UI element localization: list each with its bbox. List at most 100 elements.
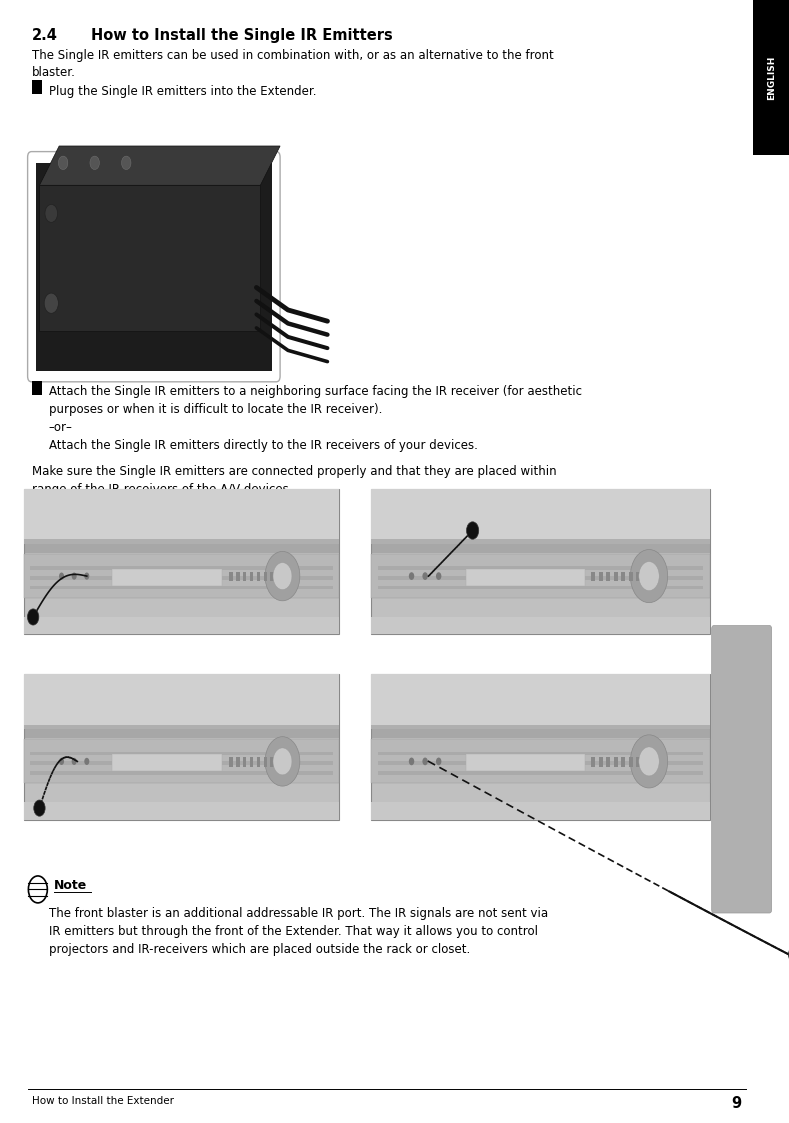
Circle shape (436, 573, 441, 579)
Bar (236, 757, 240, 767)
Circle shape (422, 758, 428, 765)
Circle shape (422, 573, 428, 579)
Text: How to Install the Single IR Emitters: How to Install the Single IR Emitters (91, 28, 392, 43)
Bar (466, 755, 585, 772)
Bar (30, 772, 333, 775)
Bar (644, 572, 648, 582)
Text: IR emitters but through the front of the Extender. That way it allows you to con: IR emitters but through the front of the… (49, 925, 538, 939)
Text: projectors and IR-receivers which are placed outside the rack or closet.: projectors and IR-receivers which are pl… (49, 943, 470, 957)
Bar (753, 0, 789, 155)
Bar (249, 757, 253, 767)
Circle shape (34, 800, 45, 816)
Bar (229, 572, 233, 582)
Circle shape (273, 563, 292, 590)
Bar (278, 572, 281, 582)
Bar (24, 489, 339, 634)
Bar (629, 757, 633, 767)
Circle shape (72, 573, 77, 579)
Bar (24, 539, 339, 553)
FancyBboxPatch shape (28, 152, 280, 382)
Bar (644, 757, 648, 767)
Bar (24, 489, 339, 544)
Circle shape (466, 522, 479, 539)
Circle shape (409, 573, 414, 579)
Text: blaster.: blaster. (32, 66, 76, 80)
Bar (599, 757, 603, 767)
Bar (371, 489, 710, 634)
Bar (378, 566, 703, 570)
Bar (39, 185, 260, 331)
Bar (614, 757, 618, 767)
Bar (32, 381, 42, 395)
Circle shape (84, 573, 89, 579)
Bar (32, 80, 42, 94)
Bar (264, 572, 267, 582)
Bar (278, 757, 281, 767)
Bar (371, 724, 710, 738)
Bar (371, 617, 710, 634)
Bar (24, 617, 339, 634)
Text: ENGLISH: ENGLISH (767, 55, 776, 100)
Bar (24, 802, 339, 820)
Bar (30, 761, 333, 765)
Bar (236, 572, 240, 582)
Bar (371, 554, 710, 597)
Circle shape (265, 737, 300, 786)
Text: range of the IR receivers of the A/V devices.: range of the IR receivers of the A/V dev… (32, 483, 292, 496)
Bar (249, 572, 253, 582)
Bar (636, 757, 640, 767)
Bar (24, 674, 339, 820)
Bar (30, 566, 333, 570)
Bar (371, 674, 710, 820)
Text: How to Install the Extender: How to Install the Extender (32, 1096, 174, 1106)
Text: –or–: –or– (49, 421, 73, 435)
Circle shape (90, 156, 99, 170)
Bar (256, 572, 260, 582)
Text: The Single IR emitters can be used in combination with, or as an alternative to : The Single IR emitters can be used in co… (32, 49, 553, 63)
Bar (371, 740, 710, 784)
Bar (636, 572, 640, 582)
Bar (371, 539, 710, 553)
Bar (466, 569, 585, 586)
Circle shape (630, 549, 667, 603)
Circle shape (58, 156, 68, 170)
Bar (24, 674, 339, 729)
Bar (112, 755, 222, 772)
Bar (39, 371, 276, 382)
Circle shape (84, 758, 89, 765)
Bar (112, 569, 222, 586)
Circle shape (409, 758, 414, 765)
Bar (378, 772, 703, 775)
Bar (378, 761, 703, 765)
Bar (621, 757, 625, 767)
Bar (229, 757, 233, 767)
Circle shape (436, 758, 441, 765)
Text: Note: Note (54, 879, 87, 893)
Bar (30, 751, 333, 756)
Circle shape (45, 204, 58, 222)
Bar (24, 554, 339, 597)
Circle shape (639, 747, 659, 776)
Bar (271, 572, 275, 582)
FancyBboxPatch shape (712, 626, 772, 913)
Bar (378, 586, 703, 590)
Circle shape (28, 609, 39, 626)
Bar (264, 757, 267, 767)
Bar (378, 576, 703, 579)
Circle shape (273, 748, 292, 775)
Bar (36, 163, 272, 371)
Bar (24, 724, 339, 738)
Bar (271, 757, 275, 767)
Text: Plug the Single IR emitters into the Extender.: Plug the Single IR emitters into the Ext… (49, 85, 316, 99)
Bar (371, 489, 710, 544)
Bar (614, 572, 618, 582)
Circle shape (265, 551, 300, 601)
Polygon shape (39, 146, 280, 185)
Bar (371, 674, 710, 729)
Bar (606, 757, 611, 767)
Circle shape (59, 573, 64, 579)
Bar (599, 572, 603, 582)
Bar (592, 757, 596, 767)
Text: purposes or when it is difficult to locate the IR receiver).: purposes or when it is difficult to loca… (49, 403, 383, 417)
Bar (243, 572, 246, 582)
